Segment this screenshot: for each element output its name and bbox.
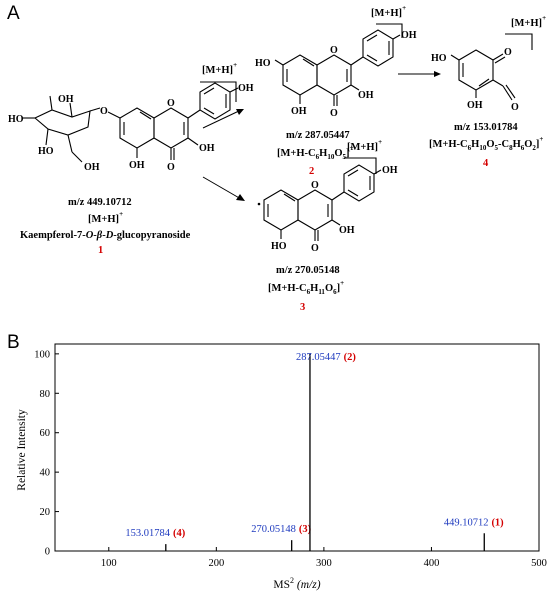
c2-o-label-1: O: [330, 45, 338, 56]
compound-4-bracket-ion: [M+H]+: [511, 14, 546, 29]
compound-3-structure: O HO O OH OH: [257, 164, 398, 254]
panel-label-a: A: [7, 3, 20, 24]
panel-label-b: B: [7, 332, 20, 353]
c4-o-label-2: O: [511, 102, 519, 113]
c2-oh-label-1: OH: [291, 106, 307, 117]
compound-1-caption: m/z 449.10712 [M+H]+ Kaempferol-7-O-β-D-…: [20, 197, 191, 256]
peak-mz-label: 153.01784: [125, 528, 170, 539]
c2-ho-label-1: HO: [255, 58, 271, 69]
c1-o-label-3: O: [167, 162, 175, 173]
compound-4-ion: [M+H-C6H10O5-C8H6O2]+: [429, 135, 543, 152]
peak-label: 270.05148 (3): [251, 524, 311, 535]
peak-compound-label: (1): [491, 517, 504, 528]
peak-mz-label: 270.05148: [251, 524, 296, 535]
c1-ho-label-1: HO: [8, 114, 24, 125]
compound-2-mz: m/z 287.05447: [286, 130, 350, 141]
peak-label: 287.05447 (2): [296, 352, 356, 363]
fragmentation-scheme: OH HO HO OH O O OH O OH OH m/z 449.10712…: [8, 4, 546, 313]
y-tick-label: 40: [40, 468, 51, 479]
compound-3-caption: m/z 270.05148 [M+H-C6H11O6]+ 3: [268, 265, 344, 313]
compound-4-structure: HO O OH O: [431, 47, 519, 113]
compound-4-number: 4: [483, 158, 489, 169]
compound-2-bracket: [M+H]+: [371, 4, 406, 38]
c4-o-label-1: O: [504, 47, 512, 58]
c1-ho-label-2: HO: [38, 146, 54, 157]
y-tick-label: 100: [34, 349, 50, 360]
compound-2-bracket-ion: [M+H]+: [371, 4, 406, 19]
compound-1-name: Kaempferol-7-O-β-D-glucopyranoside: [20, 230, 191, 241]
c3-o-label-2: O: [311, 243, 319, 254]
y-tick-label: 0: [45, 547, 50, 558]
c2-oh-label-3: OH: [401, 30, 417, 41]
peak-label: 153.01784 (4): [125, 528, 185, 539]
compound-1-structure: OH HO HO OH O O OH O OH OH: [8, 82, 254, 173]
c3-oh-label-2: OH: [382, 165, 398, 176]
x-tick-label: 400: [424, 558, 440, 569]
peak-series: 153.01784 (4) 270.05148 (3) 287.05447 (2) 449.…: [125, 352, 504, 551]
peak-compound-label: (3): [299, 524, 312, 535]
compound-3-mz: m/z 270.05148: [276, 265, 340, 276]
compound-2-ion: [M+H-C6H10O5]+: [277, 144, 353, 161]
x-tick-label: 200: [208, 558, 224, 569]
peak-compound-label: (4): [173, 528, 186, 539]
compound-4-caption: m/z 153.01784 [M+H-C6H10O5-C8H6O2]+ 4: [429, 122, 543, 169]
y-tick-label: 20: [40, 507, 51, 518]
c1-oh-label-2: OH: [84, 162, 100, 173]
c3-oh-label-1: OH: [339, 225, 355, 236]
x-axis-label: MS2 (m/z): [273, 576, 320, 591]
c4-oh-label-1: OH: [467, 100, 483, 111]
c2-oh-label-2: OH: [358, 90, 374, 101]
compound-2-number: 2: [309, 166, 314, 177]
compound-1-ion: [M+H]+: [88, 210, 123, 225]
x-tick-label: 100: [101, 558, 117, 569]
c3-ho-label-1: HO: [271, 241, 287, 252]
c1-o-label-1: O: [100, 106, 108, 117]
c2-o-label-2: O: [330, 108, 338, 119]
compound-3-bracket: [M+H]+: [344, 138, 382, 174]
y-tick-label: 60: [40, 428, 51, 439]
compound-2-caption: m/z 287.05447 [M+H-C6H10O5]+ 2: [277, 130, 353, 177]
c1-o-label-2: O: [167, 98, 175, 109]
arrow-1-to-3: [202, 176, 245, 201]
ms2-spectrum-chart: 0 20 40 60 80 100 100 200 300 400 500 153.01784 (4…: [16, 343, 547, 591]
peak-mz-label: 287.05447: [296, 352, 341, 363]
compound-1-bracket: [M+H]+: [200, 61, 237, 102]
c1-oh-label-1: OH: [58, 94, 74, 105]
peak-label: 449.10712 (1): [444, 517, 504, 528]
compound-4-bracket: [M+H]+: [505, 14, 546, 50]
y-tick-label: 80: [40, 389, 51, 400]
x-tick-label: 500: [531, 558, 547, 569]
compound-3-ion: [M+H-C6H11O6]+: [268, 279, 344, 296]
compound-1-mz: m/z 449.10712: [68, 197, 132, 208]
c4-ho-label-1: HO: [431, 53, 447, 64]
arrow-2-to-4: [398, 71, 441, 77]
peak-compound-label: (2): [344, 352, 357, 363]
compound-2-structure: HO O OH O OH OH: [255, 29, 417, 119]
c1-oh-label-4: OH: [199, 143, 215, 154]
y-axis-label: Relative Intensity: [16, 409, 28, 491]
compound-1-bracket-ion: [M+H]+: [202, 61, 237, 76]
c1-oh-label-3: OH: [129, 160, 145, 171]
compound-3-bracket-ion: [M+H]+: [347, 138, 382, 153]
compound-1-number: 1: [98, 245, 103, 256]
c3-o-label-1: O: [311, 180, 319, 191]
peak-mz-label: 449.10712: [444, 517, 489, 528]
x-axis: 100 200 300 400 500: [101, 547, 547, 569]
plot-frame: [54, 343, 540, 552]
c1-oh-label-5: OH: [238, 83, 254, 94]
x-tick-label: 300: [316, 558, 332, 569]
y-axis: 0 20 40 60 80 100: [34, 349, 59, 558]
arrow-1-to-2: [202, 109, 244, 129]
compound-3-number: 3: [300, 302, 305, 313]
compound-4-mz: m/z 153.01784: [454, 122, 518, 133]
